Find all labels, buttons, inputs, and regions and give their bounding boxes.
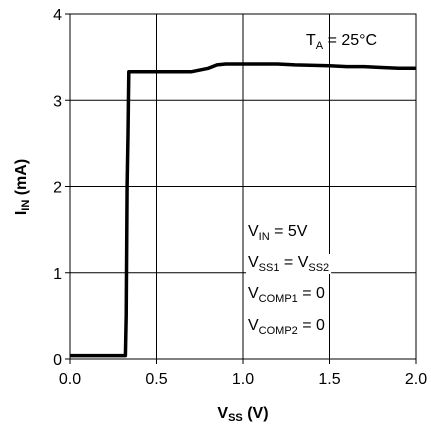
y-tick-label: 4 [53,7,62,24]
annotations: TA = 25°C VIN = 5V VSS1 = VSS2 VCOMP1 = 0 VC… [248,32,377,337]
y-tick-label: 3 [53,93,62,110]
condition-label-background [246,254,332,274]
x-tick-label: 0.0 [59,371,81,388]
series-layer [70,62,416,358]
condition-label: VSS1 = VSS2 [248,254,329,274]
y-axis-title: IIN (mA) [13,159,32,215]
x-tick-label: 2.0 [405,371,427,388]
temperature-label: TA = 25°C [306,32,377,52]
condition-label: VCOMP2 = 0 [248,317,325,337]
x-tick-label: 1.0 [232,371,254,388]
x-tick-label: 0.5 [145,371,167,388]
y-tick-label: 0 [53,352,62,369]
tick-marks [65,13,417,364]
y-tick-label: 2 [53,180,62,197]
condition-label: VIN = 5V [248,223,308,243]
y-tick-label: 1 [53,266,62,283]
condition-label-background [246,223,310,243]
white-label-backgrounds [246,223,332,337]
x-axis-title: VSS (V) [217,405,268,424]
condition-label-background [246,317,328,337]
condition-label: VCOMP1 = 0 [248,285,325,305]
condition-label-background [246,285,328,305]
tick-labels: 0.0 0.5 1.0 1.5 2.0 0 1 2 3 4 [53,7,427,388]
x-tick-label: 1.5 [318,371,340,388]
series-line [70,62,416,358]
